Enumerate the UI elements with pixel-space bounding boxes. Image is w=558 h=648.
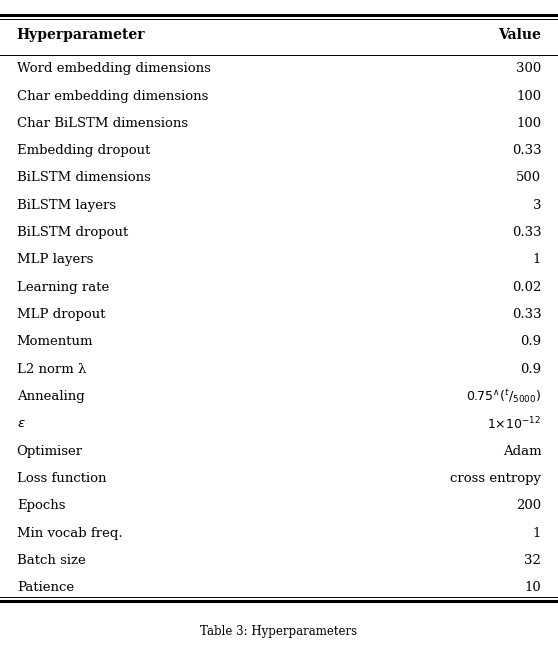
- Text: $\epsilon$: $\epsilon$: [17, 417, 26, 430]
- Text: 32: 32: [525, 554, 541, 567]
- Text: MLP layers: MLP layers: [17, 253, 93, 266]
- Text: 100: 100: [516, 89, 541, 102]
- Text: 0.9: 0.9: [520, 363, 541, 376]
- Text: Hyperparameter: Hyperparameter: [17, 28, 145, 42]
- Text: 0.02: 0.02: [512, 281, 541, 294]
- Text: Epochs: Epochs: [17, 499, 65, 513]
- Text: $0.75^{\wedge}(^{t}/_{5000})$: $0.75^{\wedge}(^{t}/_{5000})$: [466, 388, 541, 406]
- Text: $1{\times}10^{-12}$: $1{\times}10^{-12}$: [487, 415, 541, 432]
- Text: Word embedding dimensions: Word embedding dimensions: [17, 62, 210, 75]
- Text: Min vocab freq.: Min vocab freq.: [17, 527, 122, 540]
- Text: BiLSTM dropout: BiLSTM dropout: [17, 226, 128, 239]
- Text: Optimiser: Optimiser: [17, 445, 83, 457]
- Text: 500: 500: [516, 172, 541, 185]
- Text: Char embedding dimensions: Char embedding dimensions: [17, 89, 208, 102]
- Text: Embedding dropout: Embedding dropout: [17, 144, 150, 157]
- Text: Batch size: Batch size: [17, 554, 85, 567]
- Text: Patience: Patience: [17, 581, 74, 594]
- Text: 300: 300: [516, 62, 541, 75]
- Text: 1: 1: [533, 253, 541, 266]
- Text: Momentum: Momentum: [17, 336, 93, 349]
- Text: Adam: Adam: [503, 445, 541, 457]
- Text: 0.33: 0.33: [512, 308, 541, 321]
- Text: 3: 3: [533, 199, 541, 212]
- Text: MLP dropout: MLP dropout: [17, 308, 105, 321]
- Text: cross entropy: cross entropy: [450, 472, 541, 485]
- Text: BiLSTM dimensions: BiLSTM dimensions: [17, 172, 151, 185]
- Text: Annealing: Annealing: [17, 390, 84, 403]
- Text: Loss function: Loss function: [17, 472, 106, 485]
- Text: 100: 100: [516, 117, 541, 130]
- Text: L2 norm λ: L2 norm λ: [17, 363, 86, 376]
- Text: 0.33: 0.33: [512, 226, 541, 239]
- Text: BiLSTM layers: BiLSTM layers: [17, 199, 116, 212]
- Text: Learning rate: Learning rate: [17, 281, 109, 294]
- Text: 200: 200: [516, 499, 541, 513]
- Text: Value: Value: [498, 28, 541, 42]
- Text: Table 3: Hyperparameters: Table 3: Hyperparameters: [200, 625, 358, 638]
- Text: 0.9: 0.9: [520, 336, 541, 349]
- Text: 10: 10: [525, 581, 541, 594]
- Text: Char BiLSTM dimensions: Char BiLSTM dimensions: [17, 117, 188, 130]
- Text: 0.33: 0.33: [512, 144, 541, 157]
- Text: 1: 1: [533, 527, 541, 540]
